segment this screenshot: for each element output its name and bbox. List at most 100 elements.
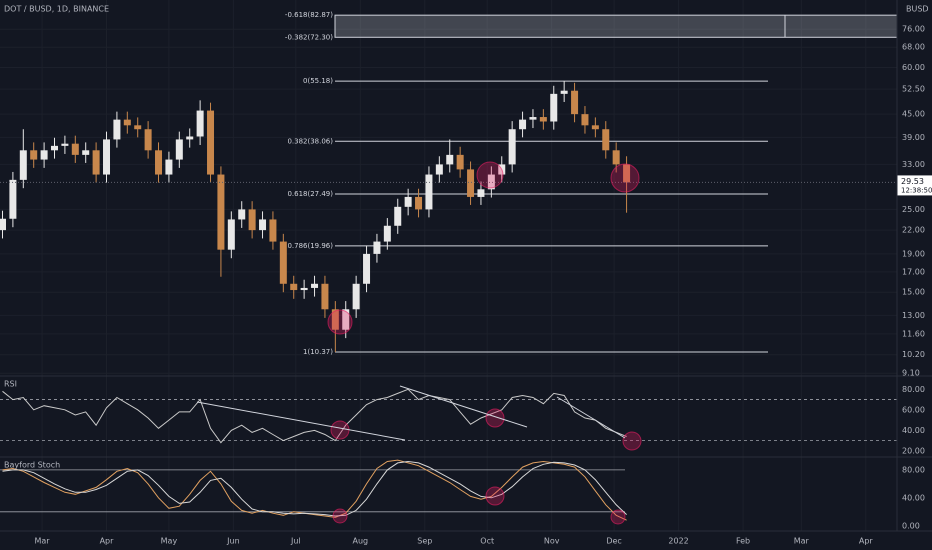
highlight-circle: [610, 509, 626, 525]
fib-label: 0.786(19.96): [287, 242, 333, 250]
candle-body: [103, 139, 111, 175]
candle-body: [342, 309, 350, 330]
candle-body: [113, 119, 121, 140]
highlight-circle: [327, 309, 353, 335]
candle-body: [165, 159, 173, 175]
fib-label: -0.382(72.30): [285, 33, 333, 41]
candle-body: [363, 253, 371, 284]
y-tick-label: 60.00: [902, 63, 925, 72]
currency: BUSD: [906, 5, 929, 14]
y-tick-label: 13.00: [902, 311, 925, 320]
x-tick-label: Mar: [794, 537, 810, 546]
candle-body: [477, 189, 485, 197]
candle-body: [51, 145, 59, 151]
candle-body: [435, 164, 443, 175]
candle-body: [311, 283, 319, 288]
candle-body: [30, 150, 38, 160]
y-tick-label: 25.00: [902, 205, 925, 214]
x-tick-label: Jun: [226, 537, 240, 546]
candle-body: [404, 196, 412, 207]
symbol-title: DOT / BUSD, 1D, BINANCE: [4, 5, 109, 14]
y-tick-label: 9.10: [902, 369, 920, 378]
y-tick-label: 17.00: [902, 267, 925, 276]
candle-body: [155, 150, 163, 175]
y-tick-label: 40.00: [902, 426, 925, 435]
candle-body: [61, 143, 69, 146]
candle-body: [560, 90, 568, 94]
candle-body: [612, 150, 620, 165]
trend-line: [399, 385, 528, 428]
trend-line: [196, 401, 406, 441]
candle-body: [519, 119, 527, 130]
y-tick-label: 68.00: [902, 43, 925, 52]
countdown: 12:38:50: [901, 186, 932, 194]
fib-label: 1(10.37): [303, 348, 333, 356]
fib-label: -0.618(82.87): [285, 11, 333, 19]
candle-body: [269, 219, 277, 242]
candle-body: [207, 110, 215, 175]
candle-body: [196, 110, 204, 137]
x-tick-label: Apr: [100, 537, 115, 546]
y-tick-label: 20.00: [902, 446, 925, 455]
candle-body: [331, 309, 339, 330]
candle-body: [0, 218, 6, 231]
candle-body: [415, 196, 423, 210]
candle-body: [238, 209, 246, 220]
highlight-circle: [476, 161, 504, 189]
candle-body: [529, 117, 537, 120]
candle-body: [134, 125, 142, 130]
candle-body: [487, 174, 495, 190]
y-tick-label: 15.00: [902, 288, 925, 297]
x-tick-label: Jul: [290, 537, 301, 546]
candle-body: [550, 93, 558, 122]
highlight-circle: [332, 508, 348, 524]
candle-body: [571, 90, 579, 115]
x-tick-label: Dec: [606, 537, 621, 546]
candle-body: [456, 154, 464, 170]
fib-label: 0(55.18): [303, 77, 333, 85]
candle-body: [352, 283, 360, 310]
candle-body: [123, 119, 131, 126]
y-tick-label: 39.00: [902, 133, 925, 142]
candle-body: [581, 114, 589, 126]
y-tick-label: 45.00: [902, 110, 925, 119]
y-tick-label: 40.00: [902, 493, 925, 502]
fib-label: 0.618(27.49): [287, 190, 333, 198]
candle-body: [92, 150, 100, 175]
fib-label: 0.382(38.06): [287, 137, 333, 145]
y-tick-label: 80.00: [902, 385, 925, 394]
highlight-circle: [330, 420, 350, 440]
y-tick-label: 80.00: [902, 465, 925, 474]
indicator-line: [2, 388, 627, 444]
x-tick-label: Aug: [352, 537, 368, 546]
candle-body: [82, 150, 90, 155]
last-price-tag: [897, 175, 932, 196]
fib-extension-box: [334, 14, 898, 38]
candle-body: [373, 241, 381, 254]
y-tick-label: 76.00: [902, 25, 925, 34]
indicator-line: [2, 459, 627, 521]
candle-body: [425, 174, 433, 210]
highlight-circle: [610, 163, 640, 193]
candle-body: [144, 129, 152, 151]
y-tick-label: 60.00: [902, 405, 925, 414]
x-tick-label: 2022: [668, 537, 688, 546]
highlight-circle: [485, 408, 505, 428]
candle-body: [467, 169, 475, 197]
x-tick-label: Mar: [34, 537, 50, 546]
y-tick-label: 19.00: [902, 249, 925, 258]
candle-body: [186, 136, 194, 140]
candle-body: [602, 129, 610, 151]
stoch-title: Bayford Stoch: [4, 461, 60, 470]
x-tick-label: Oct: [480, 537, 494, 546]
candle-body: [259, 219, 267, 231]
highlight-circle: [485, 486, 505, 506]
candle-body: [217, 174, 225, 250]
x-tick-label: Apr: [859, 537, 874, 546]
x-tick-label: Nov: [544, 537, 560, 546]
candle-body: [9, 179, 17, 219]
x-tick-label: Sep: [417, 537, 432, 546]
y-tick-label: 11.60: [902, 329, 925, 338]
